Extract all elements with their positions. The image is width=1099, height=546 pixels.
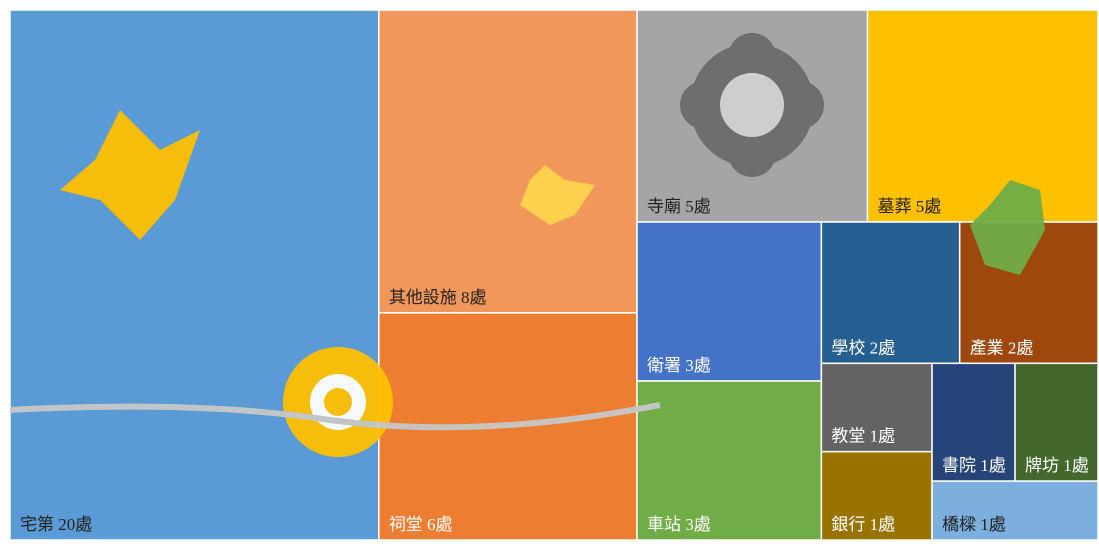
leaf-icon bbox=[60, 110, 200, 240]
cell-label: 學校 2處 bbox=[831, 338, 895, 357]
cell-label: 書院 1處 bbox=[942, 456, 1006, 475]
cell-label: 教堂 1處 bbox=[831, 427, 895, 446]
cell-label: 產業 2處 bbox=[970, 338, 1034, 357]
treemap-cell bbox=[9, 9, 380, 541]
treemap-cell bbox=[866, 9, 1099, 223]
treemap-cell bbox=[636, 380, 823, 541]
cell-label: 墓葬 5處 bbox=[877, 197, 941, 216]
treemap-cell bbox=[931, 480, 1099, 541]
treemap-cell bbox=[820, 450, 933, 541]
treemap-cell bbox=[378, 9, 638, 314]
flower-icon bbox=[680, 33, 824, 177]
cell-label: 宅第 20處 bbox=[20, 515, 92, 534]
cells bbox=[9, 9, 1099, 541]
flower-icon bbox=[283, 347, 393, 457]
cell-label: 牌坊 1處 bbox=[1025, 456, 1089, 475]
leaf-icon bbox=[970, 180, 1045, 275]
treemap-cell bbox=[636, 221, 823, 382]
cell-label: 橋樑 1處 bbox=[942, 515, 1006, 534]
cell-label: 衛署 3處 bbox=[647, 356, 711, 375]
cell-label: 寺廟 5處 bbox=[647, 197, 711, 216]
branch-icon bbox=[9, 402, 661, 431]
cell-label: 車站 3處 bbox=[647, 515, 711, 534]
cell-label: 銀行 1處 bbox=[831, 515, 895, 534]
treemap-cell bbox=[820, 221, 961, 365]
decoration bbox=[9, 33, 1045, 457]
treemap-cell bbox=[1014, 362, 1099, 482]
cell-label: 其他設施 8處 bbox=[389, 288, 487, 307]
cell-label: 祠堂 6處 bbox=[389, 515, 453, 534]
leaf-icon bbox=[520, 165, 595, 225]
